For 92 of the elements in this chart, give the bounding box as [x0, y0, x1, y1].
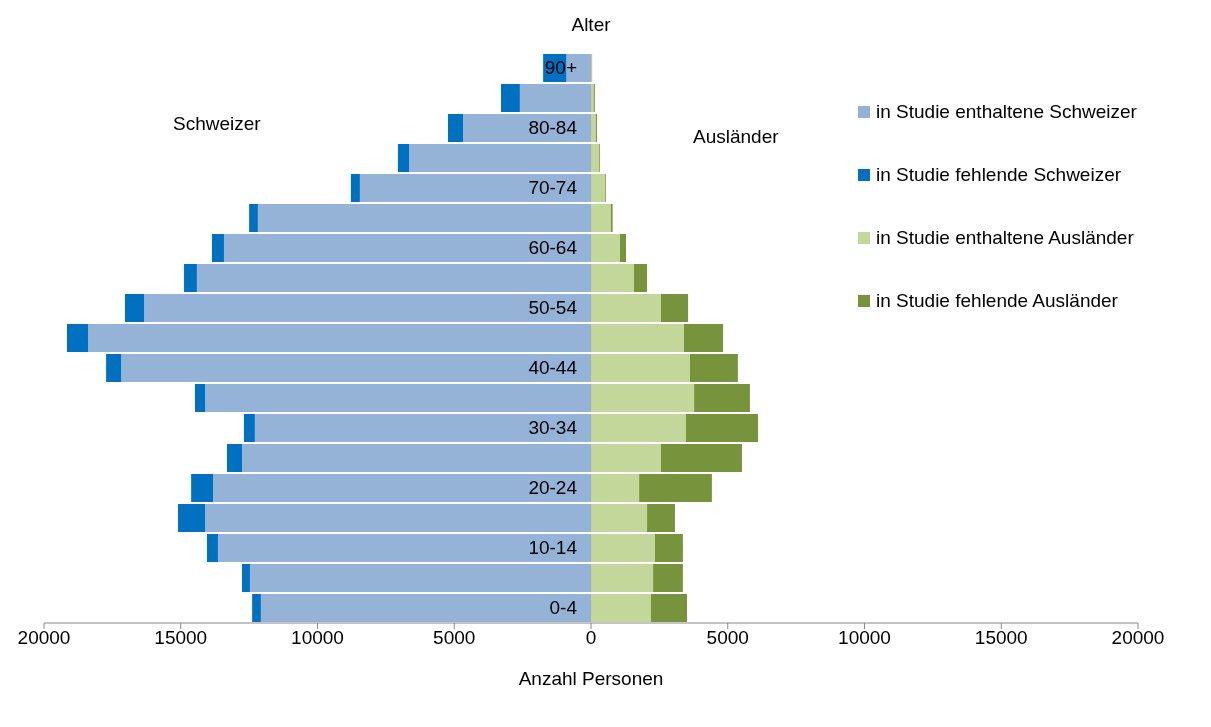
- y-tick-label: 0-4: [549, 597, 578, 618]
- annotation: Ausländer: [693, 126, 779, 148]
- bar: [591, 234, 620, 262]
- bar: [249, 564, 591, 592]
- bar: [591, 534, 655, 562]
- bar: [260, 594, 591, 622]
- x-tick-label: 15000: [974, 627, 1028, 649]
- x-tick-label: 0: [585, 627, 597, 649]
- bar: [591, 594, 651, 622]
- bar: [178, 504, 206, 532]
- bar: [254, 414, 591, 442]
- x-tick-label: 10000: [838, 627, 891, 649]
- bar: [591, 204, 611, 232]
- bar: [501, 84, 520, 112]
- x-tick-label: 20000: [17, 627, 71, 649]
- y-tick-label: 70-74: [528, 177, 578, 198]
- bar: [144, 294, 591, 322]
- x-tick-label: 5000: [706, 627, 749, 649]
- bar: [242, 564, 250, 592]
- y-tick-label: 60-64: [528, 237, 578, 258]
- bar: [690, 354, 738, 382]
- legend-label: in Studie enthaltene Schweizer: [876, 100, 1137, 123]
- bar: [124, 294, 145, 322]
- legend-label: in Studie enthaltene Ausländer: [876, 226, 1134, 249]
- bar: [350, 174, 360, 202]
- bar: [519, 84, 591, 112]
- bar: [213, 474, 591, 502]
- bar: [661, 444, 742, 472]
- bar: [66, 324, 89, 352]
- bar: [591, 294, 662, 322]
- bar: [591, 174, 605, 202]
- bar: [591, 444, 662, 472]
- y-tick-label: 50-54: [528, 297, 578, 318]
- y-tick-label: 40-44: [528, 357, 578, 378]
- bar: [191, 474, 214, 502]
- bar: [619, 234, 627, 262]
- bar: [633, 264, 648, 292]
- bar: [397, 144, 410, 172]
- bar: [591, 354, 691, 382]
- bar: [591, 324, 684, 352]
- bar: [591, 474, 640, 502]
- legend-label: in Studie fehlende Schweizer: [876, 163, 1122, 186]
- bar: [211, 234, 224, 262]
- y-tick-label: 80-84: [528, 117, 578, 138]
- bar: [217, 534, 591, 562]
- y-tick-label: 10-14: [528, 537, 578, 558]
- bar: [106, 354, 122, 382]
- bar: [409, 144, 591, 172]
- bar: [249, 204, 258, 232]
- annotation: Schweizer: [173, 113, 261, 135]
- x-tick-label: 5000: [433, 627, 476, 649]
- bar: [194, 384, 206, 412]
- bar: [591, 114, 596, 142]
- bar: [257, 204, 591, 232]
- bar: [683, 324, 724, 352]
- legend-label: in Studie fehlende Ausländer: [876, 289, 1118, 312]
- bar: [207, 534, 218, 562]
- bar: [591, 414, 686, 442]
- bar: [359, 174, 591, 202]
- bar: [655, 534, 683, 562]
- bar: [591, 264, 634, 292]
- bar: [650, 594, 687, 622]
- bar: [591, 564, 654, 592]
- x-tick-label: 10000: [291, 627, 344, 649]
- bar: [226, 444, 243, 472]
- bar: [205, 384, 591, 412]
- x-axis-title: Anzahl Personen: [518, 668, 664, 689]
- bar: [647, 504, 675, 532]
- bar: [685, 414, 759, 442]
- bar: [184, 264, 197, 292]
- bar: [205, 504, 591, 532]
- bar: [252, 594, 261, 622]
- bar: [447, 114, 463, 142]
- bar: [121, 354, 591, 382]
- x-tick-label: 15000: [154, 627, 208, 649]
- y-tick-label: 30-34: [528, 417, 578, 438]
- bar: [591, 384, 695, 412]
- bar: [639, 474, 712, 502]
- bar: [88, 324, 591, 352]
- bar: [223, 234, 591, 262]
- bar: [242, 444, 591, 472]
- bar: [591, 504, 648, 532]
- bar: [694, 384, 750, 412]
- y-tick-label: 20-24: [528, 477, 578, 498]
- bar: [196, 264, 591, 292]
- bar: [591, 144, 599, 172]
- bar: [653, 564, 683, 592]
- x-tick-label: 20000: [1111, 627, 1165, 649]
- bar: [661, 294, 689, 322]
- bar: [463, 114, 591, 142]
- bar: [243, 414, 255, 442]
- y-axis-title: Alter: [570, 14, 612, 36]
